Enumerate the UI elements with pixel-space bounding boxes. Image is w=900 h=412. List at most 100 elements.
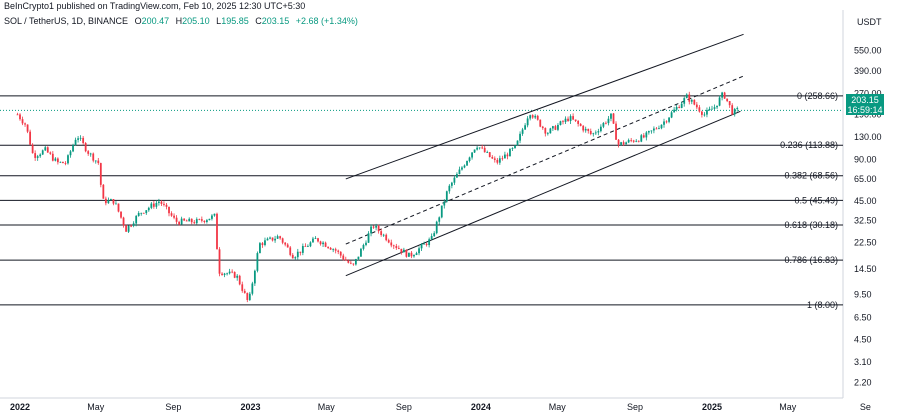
candle-body — [716, 105, 718, 108]
candle-body — [557, 124, 559, 130]
candle-body — [438, 217, 441, 222]
candle-body — [463, 165, 466, 168]
candle-body — [185, 220, 188, 222]
candle-body — [589, 130, 592, 134]
candle-body — [256, 253, 259, 271]
candle-body — [718, 97, 721, 106]
candle-body — [127, 225, 130, 232]
candle-body — [173, 215, 175, 218]
candle-body — [135, 215, 138, 224]
candle-body — [594, 132, 597, 134]
candle-body — [415, 253, 418, 255]
candle-body — [488, 152, 491, 158]
candle-body — [102, 184, 105, 199]
candle-body — [347, 260, 350, 263]
candle-body — [115, 203, 117, 205]
symbol-legend: SOL / TetherUS, 1D, BINANCE O200.47 H205… — [4, 16, 358, 26]
candle-body — [322, 242, 324, 245]
candle-body — [155, 202, 158, 207]
candle-body — [251, 283, 254, 294]
candle-body — [152, 203, 155, 207]
candle-body — [269, 237, 271, 239]
candle-body — [549, 128, 552, 134]
candle-body — [51, 153, 54, 161]
candle-body — [67, 155, 69, 164]
candle-body — [733, 109, 736, 115]
candle-body — [524, 125, 527, 130]
candle-body — [195, 219, 198, 224]
candle-body — [397, 247, 400, 249]
candle-body — [289, 247, 292, 255]
candle-body — [59, 161, 62, 163]
candle-body — [301, 246, 304, 253]
x-tick-label: Sep — [396, 402, 412, 412]
candle-body — [466, 160, 468, 166]
last-price-badge: 203.15 16:59:14 — [846, 94, 884, 115]
candle-body — [231, 271, 234, 273]
candle-body — [218, 249, 221, 274]
candle-body — [19, 114, 21, 120]
candle-body — [284, 242, 287, 245]
candle-body — [703, 114, 706, 116]
candle-body — [650, 130, 653, 132]
candle-body — [670, 112, 673, 118]
candle-body — [461, 167, 463, 170]
fib-level-label: 0.5 (45.49) — [794, 195, 838, 205]
candle-body — [496, 159, 499, 163]
candle-body — [473, 149, 476, 153]
candle-body — [264, 240, 266, 246]
candle-body — [193, 222, 196, 224]
fib-level-label: 0.236 (113.88) — [780, 140, 838, 150]
candle-body — [69, 151, 72, 156]
candle-body — [271, 237, 274, 241]
y-tick-label: 550.00 — [854, 46, 882, 56]
candle-body — [49, 152, 52, 154]
candle-body — [582, 125, 585, 131]
candle-body — [562, 121, 564, 123]
candle-body — [246, 292, 249, 300]
candle-body — [99, 163, 102, 185]
candle-body — [509, 148, 511, 157]
candle-body — [221, 273, 223, 275]
candle-body — [145, 210, 148, 214]
candle-body — [387, 240, 390, 243]
low-value: 195.85 — [221, 16, 249, 26]
candle-body — [92, 153, 95, 161]
candle-body — [158, 201, 160, 203]
candle-body — [577, 120, 580, 124]
candle-body — [46, 147, 49, 153]
candle-body — [130, 225, 133, 227]
candle-body — [569, 116, 572, 122]
candle-body — [476, 147, 479, 150]
candle-body — [483, 147, 486, 153]
candle-body — [372, 226, 375, 228]
candle-body — [405, 249, 408, 257]
symbol-name[interactable]: SOL / TetherUS, 1D, BINANCE — [4, 16, 129, 26]
candle-body — [559, 121, 562, 125]
candle-body — [620, 142, 622, 145]
open-label: O — [134, 16, 142, 26]
low-label: L — [216, 16, 222, 26]
x-tick-label: 2022 — [10, 402, 30, 412]
candle-body — [104, 198, 107, 204]
candle-body — [274, 238, 276, 241]
x-tick-label: May — [549, 402, 567, 412]
candle-body — [708, 108, 711, 111]
candle-body — [665, 121, 668, 123]
candle-body — [445, 191, 448, 202]
candle-body — [94, 160, 97, 162]
candle-body — [120, 211, 122, 218]
candle-body — [723, 92, 726, 99]
candle-body — [107, 200, 110, 204]
candle-body — [233, 271, 236, 278]
y-tick-label: 90.00 — [854, 154, 877, 164]
candle-body — [327, 246, 330, 248]
candle-body — [693, 99, 696, 105]
candle-body — [140, 212, 143, 214]
candle-body — [205, 220, 208, 223]
candle-body — [655, 128, 658, 130]
candle-body — [450, 182, 453, 186]
candle-body — [342, 255, 345, 260]
candle-body — [514, 145, 516, 149]
